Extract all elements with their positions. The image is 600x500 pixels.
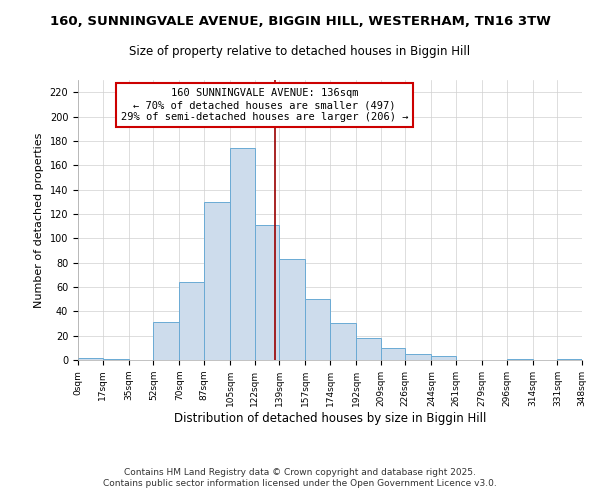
Bar	[280, 259, 305, 360]
Bar	[380, 348, 406, 360]
Bar	[356, 338, 380, 360]
Bar	[431, 356, 456, 360]
Bar	[230, 148, 254, 360]
Bar	[254, 225, 280, 360]
Bar	[305, 299, 330, 360]
Text: 160, SUNNINGVALE AVENUE, BIGGIN HILL, WESTERHAM, TN16 3TW: 160, SUNNINGVALE AVENUE, BIGGIN HILL, WE…	[50, 15, 550, 28]
Bar	[330, 324, 356, 360]
Text: Size of property relative to detached houses in Biggin Hill: Size of property relative to detached ho…	[130, 45, 470, 58]
Bar	[204, 202, 230, 360]
Text: Contains HM Land Registry data © Crown copyright and database right 2025.
Contai: Contains HM Land Registry data © Crown c…	[103, 468, 497, 487]
Y-axis label: Number of detached properties: Number of detached properties	[34, 132, 44, 308]
Bar	[78, 358, 103, 360]
Bar	[154, 322, 179, 360]
Bar	[557, 359, 582, 360]
Bar	[506, 359, 533, 360]
Bar	[103, 359, 128, 360]
Text: 160 SUNNINGVALE AVENUE: 136sqm
← 70% of detached houses are smaller (497)
29% of: 160 SUNNINGVALE AVENUE: 136sqm ← 70% of …	[121, 88, 408, 122]
Bar	[406, 354, 431, 360]
Bar	[179, 282, 204, 360]
X-axis label: Distribution of detached houses by size in Biggin Hill: Distribution of detached houses by size …	[174, 412, 486, 424]
